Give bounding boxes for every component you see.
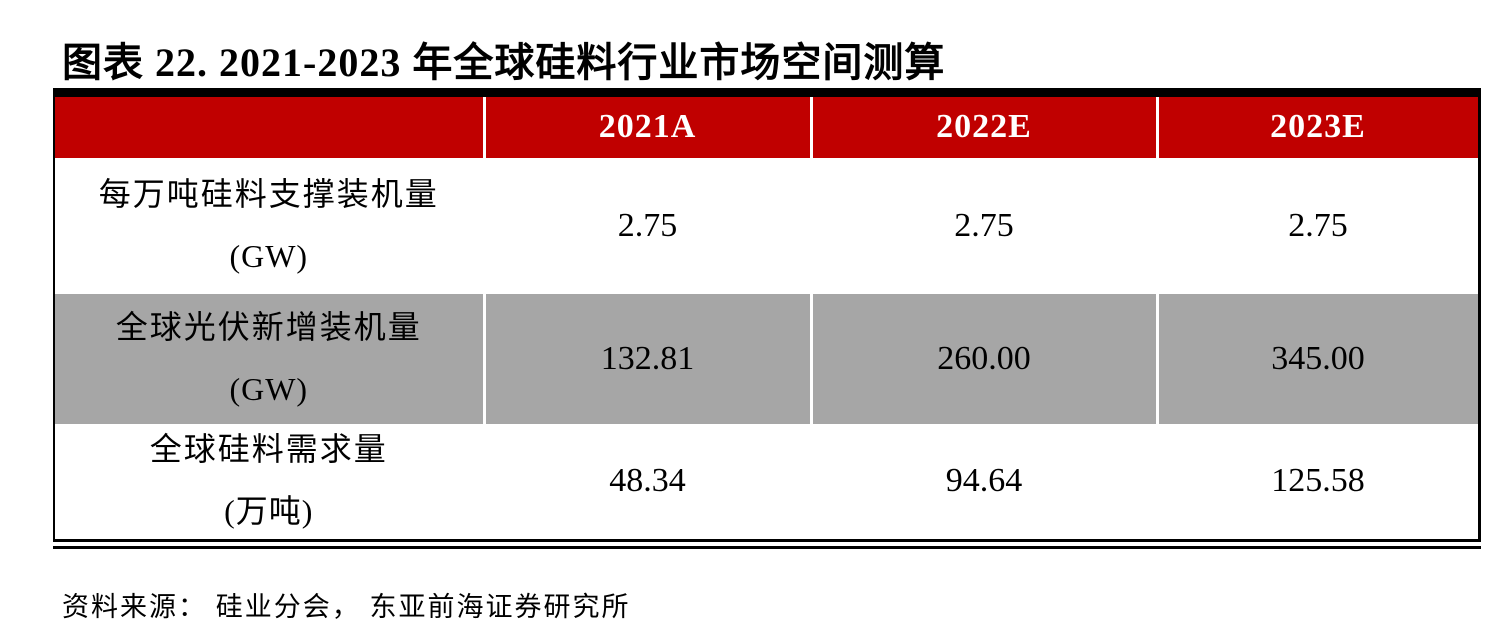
table-row-global-pv-new-installs: 全球光伏新增装机量 (GW) 132.81 260.00 345.00 <box>54 293 1479 424</box>
row-label-text: 全球硅料需求量 <box>149 431 388 468</box>
value-cell-2022e: 94.64 <box>809 423 1157 544</box>
row-label-unit: (GW) <box>229 370 309 407</box>
value-cell-2021a: 2.75 <box>482 157 811 294</box>
header-cell-2023e: 2023E <box>1155 92 1479 158</box>
row-label-text: 每万吨硅料支撑装机量 <box>98 175 439 212</box>
figure-title: 图表 22. 2021-2023 年全球硅料行业市场空间测算 <box>62 40 946 85</box>
value-cell-2023e: 345.00 <box>1155 293 1479 424</box>
market-size-table: 2021A 2022E 2023E 每万吨硅料支撑装机量 (GW) 2.75 2… <box>53 88 1481 549</box>
table-row-installed-capacity-per-10kt: 每万吨硅料支撑装机量 (GW) 2.75 2.75 2.75 <box>54 157 1479 294</box>
row-label-unit: (万吨) <box>224 493 314 529</box>
row-label-unit: (GW) <box>229 237 309 274</box>
row-label-cell: 每万吨硅料支撑装机量 (GW) <box>54 158 484 294</box>
header-cell-2022e: 2022E <box>809 92 1157 158</box>
value-cell-2021a: 132.81 <box>482 293 811 424</box>
table-row-global-polysilicon-demand: 全球硅料需求量 (万吨) 48.34 94.64 125.58 <box>54 423 1479 544</box>
value-cell-2022e: 260.00 <box>809 293 1157 424</box>
value-cell-2021a: 48.34 <box>482 423 811 544</box>
header-cell-2021a: 2021A <box>482 92 811 158</box>
header-cell-blank <box>54 93 484 158</box>
row-label-cell: 全球硅料需求量 (万吨) <box>54 424 484 544</box>
row-label-cell: 全球光伏新增装机量 (GW) <box>54 294 484 424</box>
row-label-text: 全球光伏新增装机量 <box>115 308 422 345</box>
value-cell-2023e: 125.58 <box>1155 423 1479 544</box>
value-cell-2023e: 2.75 <box>1155 157 1479 294</box>
table-header-row: 2021A 2022E 2023E <box>54 92 1479 158</box>
value-cell-2022e: 2.75 <box>809 157 1157 294</box>
source-note: 资料来源： 硅业分会， 东亚前海证券研究所 <box>62 592 631 622</box>
